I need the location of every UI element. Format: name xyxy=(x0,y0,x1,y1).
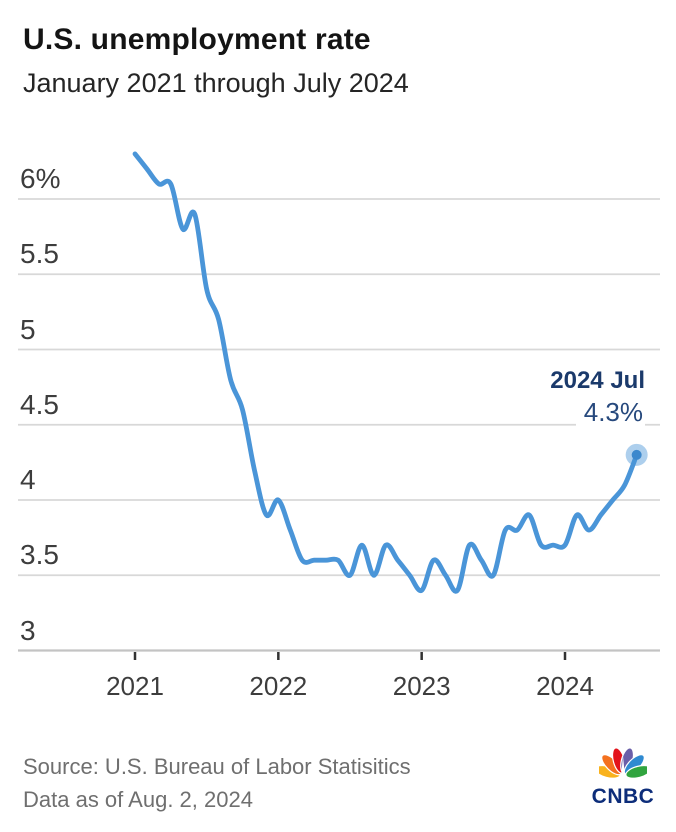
peacock-icon xyxy=(599,747,647,782)
cnbc-logo: CNBC xyxy=(585,742,661,809)
x-axis-label: 2024 xyxy=(536,671,594,701)
y-axis-label: 5.5 xyxy=(20,238,59,270)
endpoint-marker xyxy=(631,449,642,460)
annotation-date: 2024 Jul xyxy=(550,367,645,394)
endpoint-annotation: 2024 Jul 4.3% xyxy=(550,366,645,429)
x-axis-label: 2022 xyxy=(249,671,308,701)
y-axis-label: 3 xyxy=(20,614,36,646)
y-axis-label: 4 xyxy=(20,464,36,495)
y-axis-label: 4.5 xyxy=(20,388,59,420)
chart-subtitle: January 2021 through July 2024 xyxy=(23,68,409,98)
unemployment-rate-line xyxy=(132,151,640,594)
y-axis-label: 3.5 xyxy=(20,539,59,571)
annotation-value: 4.3% xyxy=(575,396,645,429)
cnbc-wordmark: CNBC xyxy=(591,785,655,808)
x-axis-label: 2021 xyxy=(106,671,164,701)
x-axis-label: 2023 xyxy=(392,671,451,701)
y-axis-label: 5 xyxy=(20,313,36,345)
source-block: Source: U.S. Bureau of Labor Statisitics… xyxy=(23,750,411,816)
unemployment-line-chart xyxy=(18,151,660,660)
chart-title: U.S. unemployment rate xyxy=(23,23,371,56)
data-as-of-line: Data as of Aug. 2, 2024 xyxy=(23,787,253,812)
source-line: Source: U.S. Bureau of Labor Statisitics xyxy=(23,754,411,779)
y-axis-label: 6% xyxy=(20,163,61,194)
